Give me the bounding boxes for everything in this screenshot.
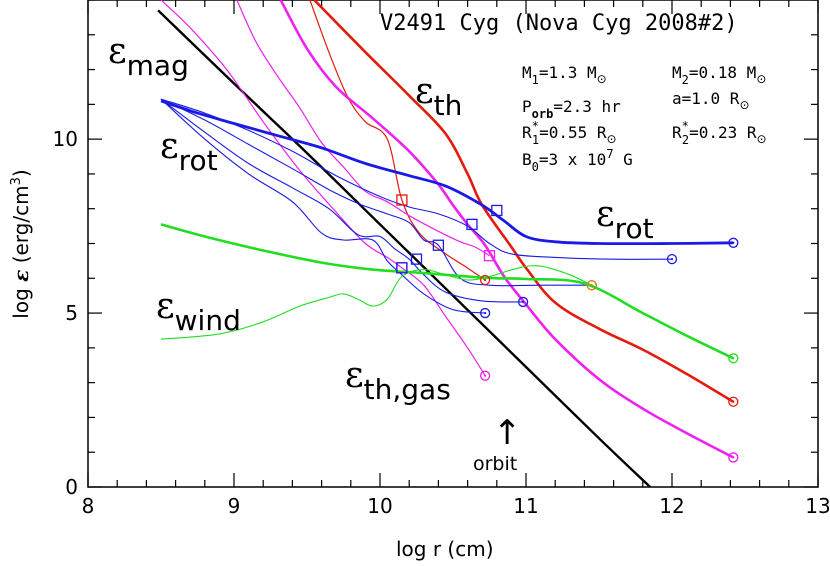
end-marker-th-magenta-main	[728, 452, 739, 463]
y-tick-label: 0	[65, 475, 78, 499]
end-marker-th-magenta-gas	[479, 370, 491, 381]
square-marker-rot-thick	[491, 204, 503, 217]
end-marker-dot-rot-thick	[732, 241, 735, 244]
axis-ticks	[87, 0, 819, 488]
x-tick-label: 12	[659, 494, 684, 518]
end-marker-rot-thick	[728, 237, 739, 248]
series-line-th-main	[313, 0, 734, 403]
chart-title: V2491 Cyg (Nova Cyg 2008#2)	[380, 11, 738, 36]
x-tick-label: 10	[367, 494, 392, 518]
end-marker-wind-thick	[728, 353, 739, 364]
markers	[396, 194, 739, 463]
x-tick-label: 8	[82, 494, 95, 518]
curve-label-rot: εrot	[596, 194, 654, 245]
series-line-th-magenta-2	[236, 0, 490, 257]
parameter: a=1.0 R⊙	[672, 89, 750, 112]
x-tick-label: 9	[228, 494, 241, 518]
curves	[157, 0, 734, 487]
end-marker-rot-2	[666, 254, 678, 265]
end-marker-dot-th-main	[732, 400, 735, 403]
series-line-rot-2	[160, 98, 673, 260]
series-line-rot-5	[160, 98, 486, 314]
x-tick-labels: 8 9 10 11 12 13	[82, 494, 830, 518]
square-marker-rot-3	[432, 239, 445, 251]
curve-labels: εmag εth εrot εrot εwind εth,gas	[108, 31, 654, 406]
curve-label-th: εth	[415, 71, 462, 122]
series-line-rot-thick	[160, 99, 734, 246]
end-marker-rot-5	[479, 307, 491, 319]
parameter-block: M1=1.3 M⊙ Porb=2.3 hrR* 1=0.55 R⊙B0=3 x 10…	[522, 63, 767, 174]
orbit-arrow: ↑	[493, 413, 522, 453]
x-axis-label: log r (cm)	[396, 537, 494, 561]
square-marker-rot-4	[410, 253, 423, 265]
end-marker-dot-th-red-thin	[484, 278, 487, 282]
series-line-wind-thin	[160, 265, 592, 340]
y-tick-label: 10	[53, 127, 78, 151]
parameter: R* 1=0.55 R⊙	[522, 119, 617, 147]
parameter: M2=0.18 M⊙	[672, 63, 766, 87]
x-tick-label: 13	[805, 494, 830, 518]
end-marker-dot-wind-thin	[590, 284, 593, 287]
series-line-th-red-thin	[309, 0, 486, 281]
orbit-label: orbit	[473, 453, 517, 475]
y-tick-labels: 0 5 10	[53, 127, 78, 499]
end-marker-rot-4	[517, 296, 529, 308]
end-marker-th-main	[728, 396, 739, 407]
parameter: R* 2=0.23 R⊙	[672, 119, 767, 147]
square-marker-th-magenta-2	[483, 250, 496, 262]
curve-label-wind: εwind	[156, 286, 241, 337]
end-marker-dot-rot-2	[670, 258, 674, 261]
end-marker-dot-wind-thick	[732, 357, 735, 360]
parameter: B0=3 x 107 G	[522, 147, 633, 174]
series-line-th-magenta-main	[279, 0, 734, 459]
y-tick-label: 5	[65, 301, 78, 325]
curve-label-th-gas: εth,gas	[345, 355, 451, 406]
curve-label-mag: εmag	[108, 31, 189, 82]
end-marker-wind-thin	[586, 280, 597, 291]
end-marker-th-red-thin	[479, 274, 491, 286]
square-marker-rot-5	[396, 262, 408, 274]
series-line-wind-thick	[160, 223, 734, 360]
series-line-th-magenta-gas	[160, 0, 486, 377]
square-marker-th-red-thin	[396, 194, 408, 206]
parameter: M1=1.3 M⊙	[522, 63, 607, 87]
parameter: Porb=2.3 hr	[522, 97, 621, 121]
x-tick-label: 11	[513, 494, 538, 518]
series-line-rot-4	[160, 98, 524, 303]
end-marker-dot-rot-4	[521, 300, 525, 304]
end-marker-dot-th-magenta-gas	[484, 374, 487, 377]
y-axis-label: log ε (erg/cm3)	[9, 169, 33, 318]
end-marker-dot-rot-5	[484, 311, 487, 315]
curve-label-rot: εrot	[160, 126, 218, 177]
svg-text:log ε (erg/cm3): log ε (erg/cm3)	[9, 169, 33, 318]
series-line-mag	[157, 9, 651, 487]
square-marker-rot-2	[466, 218, 478, 231]
end-marker-dot-th-magenta-main	[732, 456, 735, 459]
